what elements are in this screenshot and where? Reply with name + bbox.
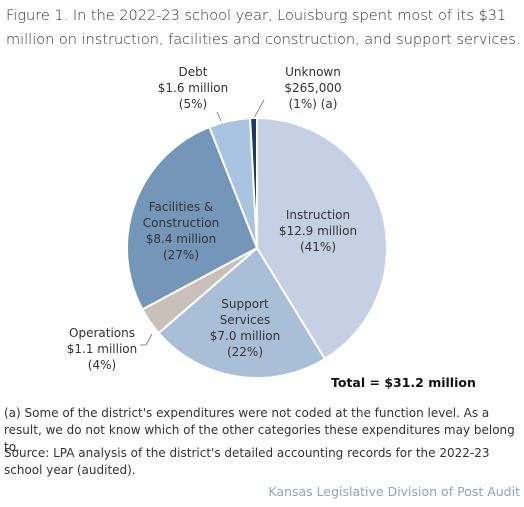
category-label: Support Services bbox=[219, 297, 271, 327]
pie-slice bbox=[256, 116, 388, 361]
percent-label: (4%) bbox=[87, 358, 117, 372]
percent-label: (1%) (a) bbox=[288, 97, 338, 111]
percent-label: (5%) bbox=[178, 97, 208, 111]
credit: Kansas Legislative Division of Post Audi… bbox=[268, 484, 520, 499]
value-label: $265,000 bbox=[284, 81, 342, 95]
slice-label: Support Services $7.0 million (22%) bbox=[200, 296, 290, 360]
slice-label: Unknown $265,000 (1%) (a) bbox=[284, 64, 341, 112]
percent-label: (27%) bbox=[162, 248, 200, 262]
value-label: $12.9 million bbox=[278, 224, 358, 238]
chart-title: Figure 1. In the 2022-23 school year, Lo… bbox=[6, 8, 521, 48]
value-label: $1.6 million bbox=[157, 81, 229, 95]
value-label: $8.4 million bbox=[145, 232, 217, 246]
slice-label: Operations $1.1 million (4%) bbox=[67, 325, 138, 373]
pie-slice bbox=[157, 246, 327, 379]
footnote: (a) Some of the district's expenditures … bbox=[4, 406, 515, 454]
pie-slice bbox=[249, 116, 258, 249]
category-label: Facilities & Construction bbox=[142, 200, 220, 230]
category-label: Operations bbox=[69, 326, 135, 340]
total-label: Total = $31.2 million bbox=[331, 375, 476, 390]
category-label: Unknown bbox=[285, 65, 341, 79]
percent-label: (22%) bbox=[226, 345, 264, 359]
category-label: Debt bbox=[178, 65, 208, 79]
slice-label: Facilities & Construction $8.4 million (… bbox=[134, 199, 229, 263]
percent-label: (41%) bbox=[299, 240, 337, 254]
value-label: $1.1 million bbox=[66, 342, 138, 356]
slice-label: Debt $1.6 million (5%) bbox=[158, 64, 229, 112]
chart bbox=[126, 99, 388, 379]
pie-slice bbox=[126, 125, 259, 311]
slice-label: Instruction $12.9 million (41%) bbox=[279, 207, 357, 255]
value-label: $7.0 million bbox=[209, 329, 281, 343]
category-label: Instruction bbox=[285, 208, 351, 222]
leader-line bbox=[145, 333, 153, 346]
leader-line bbox=[253, 99, 265, 119]
source-note: Source: LPA analysis of the district's d… bbox=[4, 446, 490, 477]
leader-line bbox=[216, 111, 222, 122]
